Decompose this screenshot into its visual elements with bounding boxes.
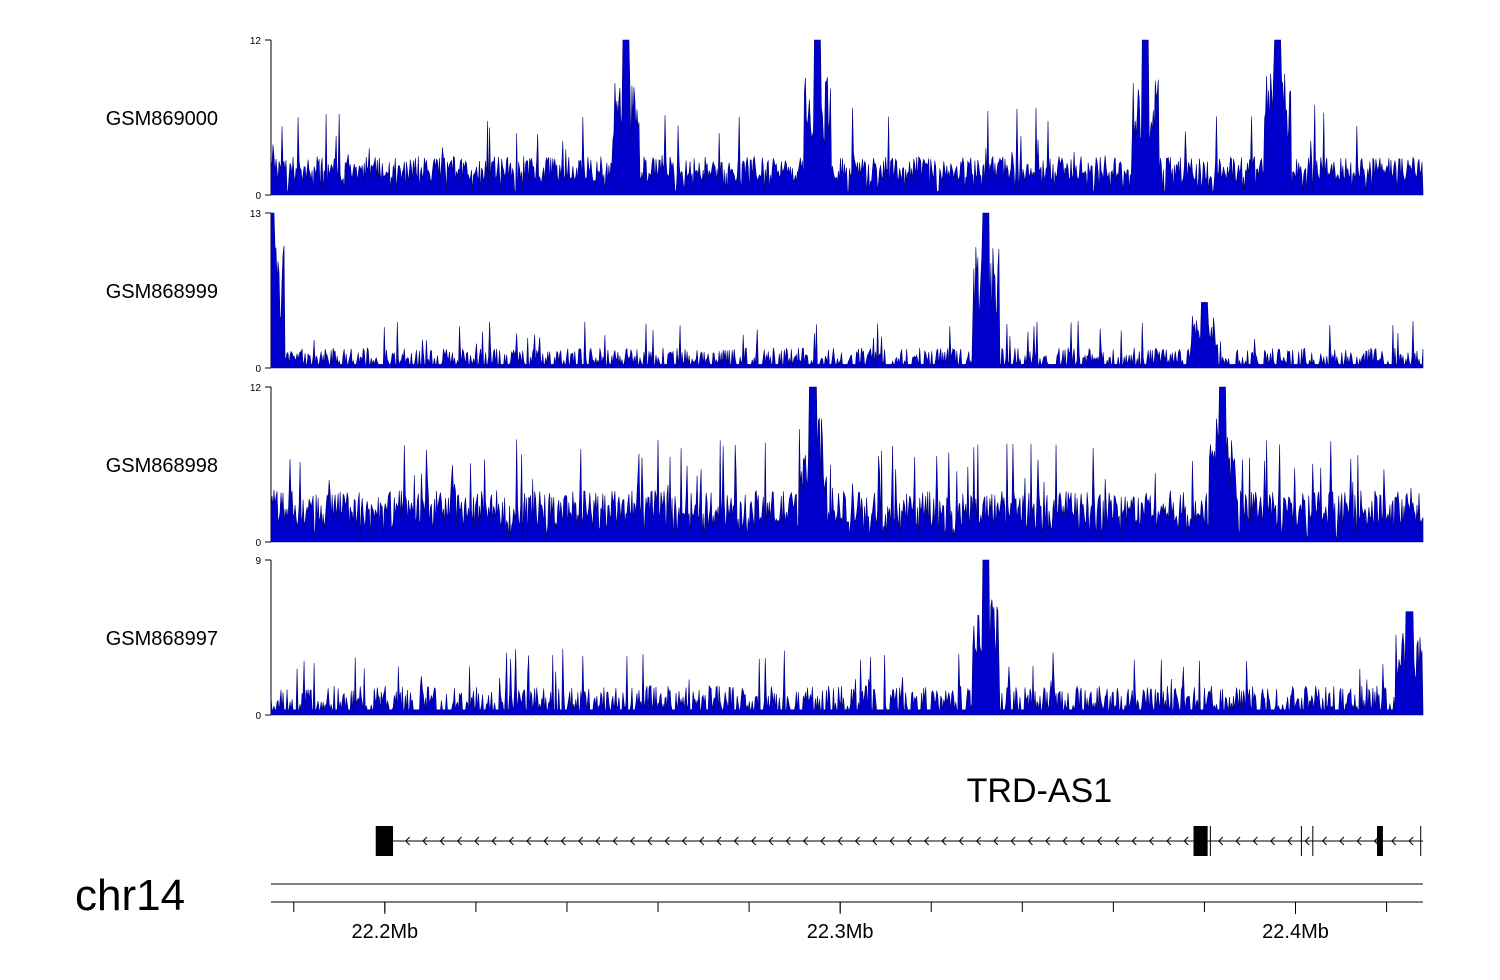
strand-arrow: [1269, 836, 1276, 846]
strand-arrow: [854, 836, 860, 846]
strand-arrow: [820, 836, 826, 846]
strand-arrow: [1114, 836, 1120, 846]
strand-arrow: [439, 836, 445, 846]
strand-arrow: [1235, 836, 1241, 846]
strand-arrow: [975, 836, 981, 846]
strand-arrow: [1218, 836, 1224, 846]
strand-arrow: [1062, 836, 1068, 846]
strand-arrow: [802, 836, 808, 846]
gene-name-label: TRD-AS1: [967, 772, 1112, 810]
strand-arrow: [699, 836, 705, 846]
signal-area: [270, 386, 1424, 543]
strand-arrow: [647, 836, 653, 846]
track-GSM869000: GSM869000 12 0: [106, 36, 1424, 202]
gene-model: [375, 826, 1423, 856]
strand-arrow: [993, 836, 999, 846]
strand-arrow: [577, 836, 584, 846]
strand-arrow: [1287, 836, 1293, 846]
track-GSM868999: GSM868999 13 0: [106, 209, 1424, 375]
strand-arrow: [1045, 836, 1051, 846]
strand-arrow: [474, 836, 480, 846]
chromosome-label: chr14: [75, 871, 185, 920]
strand-arrow: [612, 836, 618, 846]
y-tick-label: 12: [250, 383, 262, 394]
x-tick-label: 22.4Mb: [1262, 921, 1329, 943]
y-tick-label: 0: [255, 364, 261, 375]
strand-arrow: [785, 836, 791, 846]
exon-block: [1193, 826, 1208, 856]
x-tick-label: 22.2Mb: [351, 921, 418, 943]
strand-arrow: [716, 836, 722, 846]
y-tick-label: 9: [255, 556, 261, 567]
strand-arrow: [1010, 836, 1016, 846]
strand-arrow: [1131, 836, 1137, 846]
strand-arrow: [456, 836, 462, 846]
strand-arrow: [1079, 836, 1085, 846]
strand-arrow: [872, 836, 878, 846]
signal-area: [270, 212, 1424, 369]
strand-arrow: [1321, 836, 1327, 846]
strand-arrow: [906, 836, 912, 846]
strand-arrow: [560, 836, 566, 846]
strand-arrow: [1183, 836, 1189, 846]
exon-block: [1377, 826, 1383, 856]
strand-arrow: [491, 836, 497, 846]
strand-arrow: [889, 836, 895, 846]
track-label: GSM868998: [106, 455, 218, 477]
y-tick-label: 0: [255, 538, 261, 549]
strand-arrow: [1166, 836, 1172, 846]
strand-arrow: [837, 836, 843, 846]
track-GSM868997: GSM868997 9 0: [106, 556, 1424, 722]
strand-arrow: [1304, 836, 1310, 846]
strand-arrow: [768, 836, 774, 846]
track-label: GSM868997: [106, 628, 218, 650]
strand-arrow: [1408, 836, 1414, 846]
track-label: GSM868999: [106, 281, 218, 303]
strand-arrow: [629, 836, 635, 846]
strand-arrow: [526, 836, 532, 846]
track-GSM868998: GSM868998 12 0: [106, 383, 1424, 549]
genome-coordinate-axis: 22.2Mb 22.3Mb 22.4Mb: [271, 883, 1423, 943]
strand-arrow: [941, 836, 947, 846]
strand-arrow: [664, 836, 670, 846]
strand-arrow: [1096, 836, 1103, 846]
strand-arrow: [1027, 836, 1033, 846]
strand-arrow: [1356, 836, 1362, 846]
strand-arrow: [681, 836, 687, 846]
strand-arrow: [422, 836, 428, 846]
strand-arrow: [750, 836, 757, 846]
y-tick-label: 13: [250, 209, 262, 220]
strand-arrow: [595, 836, 601, 846]
strand-arrow: [923, 836, 930, 846]
strand-arrow: [1391, 836, 1397, 846]
strand-arrow: [1148, 836, 1154, 846]
y-tick-label: 0: [255, 191, 261, 202]
y-tick-label: 0: [255, 711, 261, 722]
track-label: GSM869000: [106, 108, 218, 130]
signal-area: [270, 559, 1424, 716]
x-tick-label: 22.3Mb: [807, 921, 874, 943]
strand-arrow: [543, 836, 549, 846]
y-tick-label: 12: [250, 36, 262, 47]
strand-arrow: [733, 836, 739, 846]
signal-tracks: GSM869000120GSM868999130GSM868998120GSM8…: [106, 36, 1424, 722]
strand-arrow: [508, 836, 514, 846]
gene-annotation-track: TRD-AS1: [375, 772, 1423, 856]
genome-axis: chr14 22.2Mb 22.3Mb 22.4Mb: [75, 871, 1423, 943]
strand-arrow: [1252, 836, 1258, 846]
strand-arrow: [1339, 836, 1345, 846]
signal-area: [270, 39, 1424, 196]
exon-block: [375, 826, 394, 856]
strand-arrow: [958, 836, 964, 846]
strand-arrow: [404, 836, 411, 846]
